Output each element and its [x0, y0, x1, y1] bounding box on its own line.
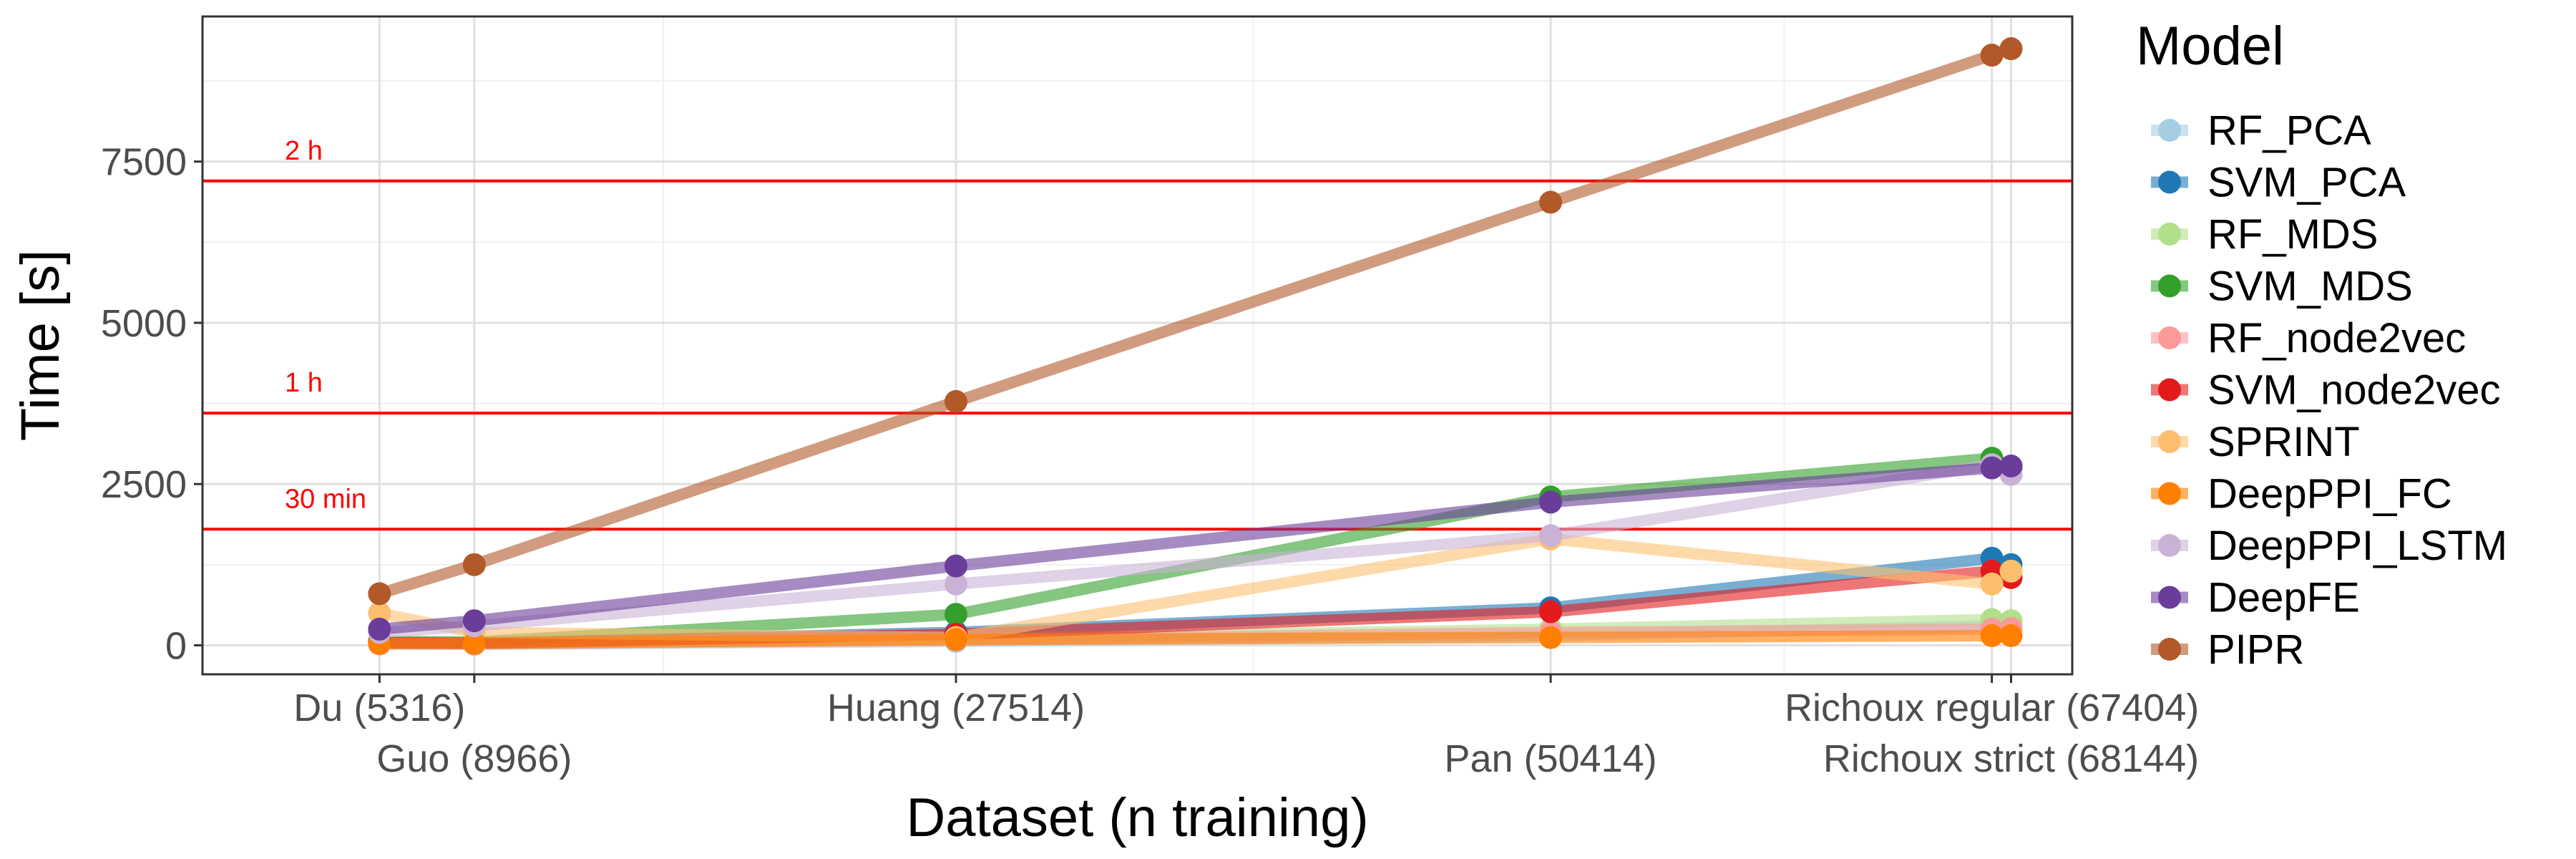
data-point [462, 609, 486, 633]
y-axis-title: Time [s] [10, 250, 71, 441]
data-point [944, 554, 967, 578]
legend-label: SVM_node2vec [2207, 367, 2500, 414]
y-tick-label: 7500 [101, 141, 187, 184]
reference-line-label: 2 h [285, 136, 323, 166]
legend-label: SPRINT [2207, 419, 2360, 465]
legend-label: SVM_PCA [2207, 160, 2406, 206]
data-point [462, 553, 486, 576]
data-point [1980, 572, 2004, 596]
data-point [368, 601, 391, 625]
legend-key-point [2158, 170, 2181, 194]
data-point [1980, 44, 2004, 67]
legend-key-point [2158, 274, 2181, 298]
legend-label: DeepPPI_LSTM [2207, 523, 2507, 569]
legend-key-point [2158, 534, 2181, 557]
data-point [1980, 456, 2004, 480]
data-point [1539, 524, 1563, 548]
legend-key-point [2158, 378, 2181, 402]
reference-line-label: 30 min [285, 484, 366, 514]
data-point [944, 389, 967, 413]
legend-label: RF_PCA [2207, 107, 2371, 154]
reference-line-label: 1 h [285, 368, 323, 398]
data-point [1539, 190, 1563, 214]
y-axis-ticks: 0 2500 5000 7500 [101, 141, 203, 667]
legend-key-point [2158, 119, 2181, 142]
data-point [462, 631, 486, 655]
legend-key-point [2158, 223, 2181, 246]
data-point [368, 582, 391, 606]
reference-lines: 2 h 1 h 30 min [203, 136, 2072, 531]
data-point [944, 572, 967, 596]
x-tick-label: Guo (8966) [376, 737, 572, 780]
data-point [368, 617, 391, 641]
legend-label: RF_node2vec [2207, 315, 2466, 361]
data-point [1980, 623, 2004, 647]
legend-label: DeepFE [2207, 575, 2360, 621]
legend-key-point [2158, 586, 2181, 609]
data-point [1999, 559, 2023, 583]
legend-key-point [2158, 638, 2181, 661]
y-tick-label: 0 [165, 624, 187, 667]
x-tick-label: Pan (50414) [1444, 737, 1657, 780]
x-tick-label: Du (5316) [293, 686, 465, 729]
legend-label: DeepPPI_FC [2207, 471, 2452, 518]
x-tick-label: Richoux strict (68144) [1823, 737, 2199, 780]
y-tick-label: 5000 [101, 302, 187, 345]
x-tick-label: Huang (27514) [827, 686, 1085, 729]
plot-panel-border [201, 15, 2074, 676]
data-point [944, 603, 967, 626]
series-points [368, 37, 2023, 656]
data-point [944, 628, 967, 651]
data-point [1999, 454, 2023, 477]
data-point [1539, 626, 1563, 649]
legend-key-point [2158, 326, 2181, 349]
legend-label: SVM_MDS [2207, 263, 2413, 310]
x-axis-ticks: Du (5316) Guo (8966) Huang (27514) Pan (504… [293, 674, 2199, 780]
series-line [374, 629, 2017, 649]
data-point [1999, 623, 2023, 647]
legend-label: PIPR [2207, 626, 2304, 673]
x-tick-label: Richoux regular (67404) [1785, 686, 2199, 729]
data-point [1539, 600, 1563, 623]
legend-key-point [2158, 430, 2181, 453]
legend-key-point [2158, 482, 2181, 505]
legend-label: RF_MDS [2207, 211, 2378, 258]
data-point [1999, 37, 2023, 61]
y-tick-label: 2500 [101, 463, 187, 506]
legend: Model RF_PCA SVM_PCA RF_MDS SVM_MDS RF_node2… [2136, 16, 2507, 673]
data-point [1539, 490, 1563, 514]
legend-title: Model [2136, 16, 2284, 77]
x-axis-title: Dataset (n training) [906, 787, 1368, 848]
